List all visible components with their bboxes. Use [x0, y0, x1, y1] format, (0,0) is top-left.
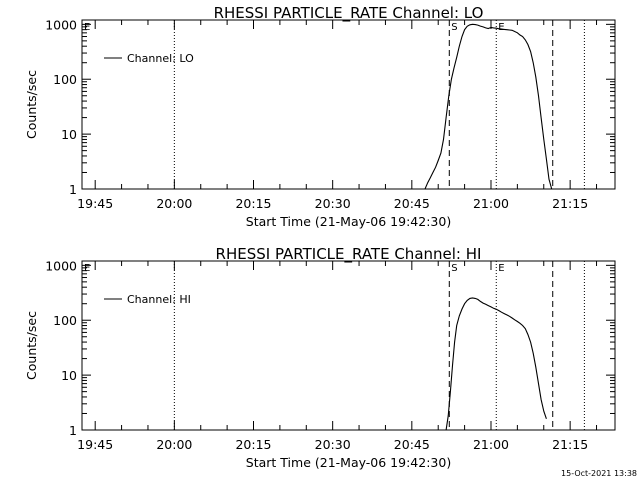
series-line-lo — [424, 23, 553, 190]
y-tick-label: 1 — [69, 423, 77, 438]
event-marker-e: E — [84, 22, 90, 33]
x-tick-label: 19:45 — [77, 196, 113, 211]
x-tick-label: 20:00 — [156, 196, 192, 211]
x-tick-label: 21:15 — [552, 196, 588, 211]
y-tick-label: 1 — [69, 182, 77, 197]
y-tick-label: 1000 — [45, 17, 77, 32]
series-line-hi — [445, 297, 547, 431]
legend-label: Channel: HI — [127, 293, 191, 306]
x-tick-label: 20:45 — [394, 437, 430, 452]
x-tick-label: 20:15 — [235, 437, 271, 452]
x-axis-label: Start Time (21-May-06 19:42:30) — [246, 455, 451, 470]
x-tick-label: 19:45 — [77, 437, 113, 452]
x-axis-label: Start Time (21-May-06 19:42:30) — [246, 214, 451, 229]
legend-label: Channel: LO — [127, 52, 194, 65]
x-tick-label: 20:00 — [156, 437, 192, 452]
chart-title: RHESSI PARTICLE_RATE Channel: HI — [216, 245, 482, 264]
x-tick-label: 21:00 — [473, 196, 509, 211]
event-marker-s: S — [451, 263, 457, 274]
footer-timestamp: 15-Oct-2021 13:38 — [561, 469, 637, 478]
event-marker-e: E — [84, 263, 90, 274]
y-axis-label: Counts/sec — [24, 311, 39, 380]
event-marker-s: S — [451, 22, 457, 33]
chart-panel-lo: RHESSI PARTICLE_RATE Channel: LO 19:45 20:… — [24, 4, 616, 229]
plot-frame — [81, 260, 616, 431]
x-tick-label: 20:30 — [315, 437, 351, 452]
y-tick-label: 100 — [53, 313, 77, 328]
x-tick-label: 21:00 — [473, 437, 509, 452]
event-marker-e: E — [498, 263, 504, 274]
x-tick-label: 20:45 — [394, 196, 430, 211]
y-tick-label: 100 — [53, 72, 77, 87]
x-tick-label: 20:30 — [315, 196, 351, 211]
y-tick-label: 10 — [61, 368, 77, 383]
event-marker-e: E — [498, 22, 504, 33]
y-axis-label: Counts/sec — [24, 70, 39, 139]
chart-panel-hi: RHESSI PARTICLE_RATE Channel: HI 19:45 20:… — [24, 245, 616, 470]
plot-frame — [81, 19, 616, 190]
y-tick-label: 10 — [61, 127, 77, 142]
x-tick-label: 20:15 — [235, 196, 271, 211]
x-tick-label: 21:15 — [552, 437, 588, 452]
y-tick-label: 1000 — [45, 258, 77, 273]
chart-title: RHESSI PARTICLE_RATE Channel: LO — [214, 4, 484, 23]
